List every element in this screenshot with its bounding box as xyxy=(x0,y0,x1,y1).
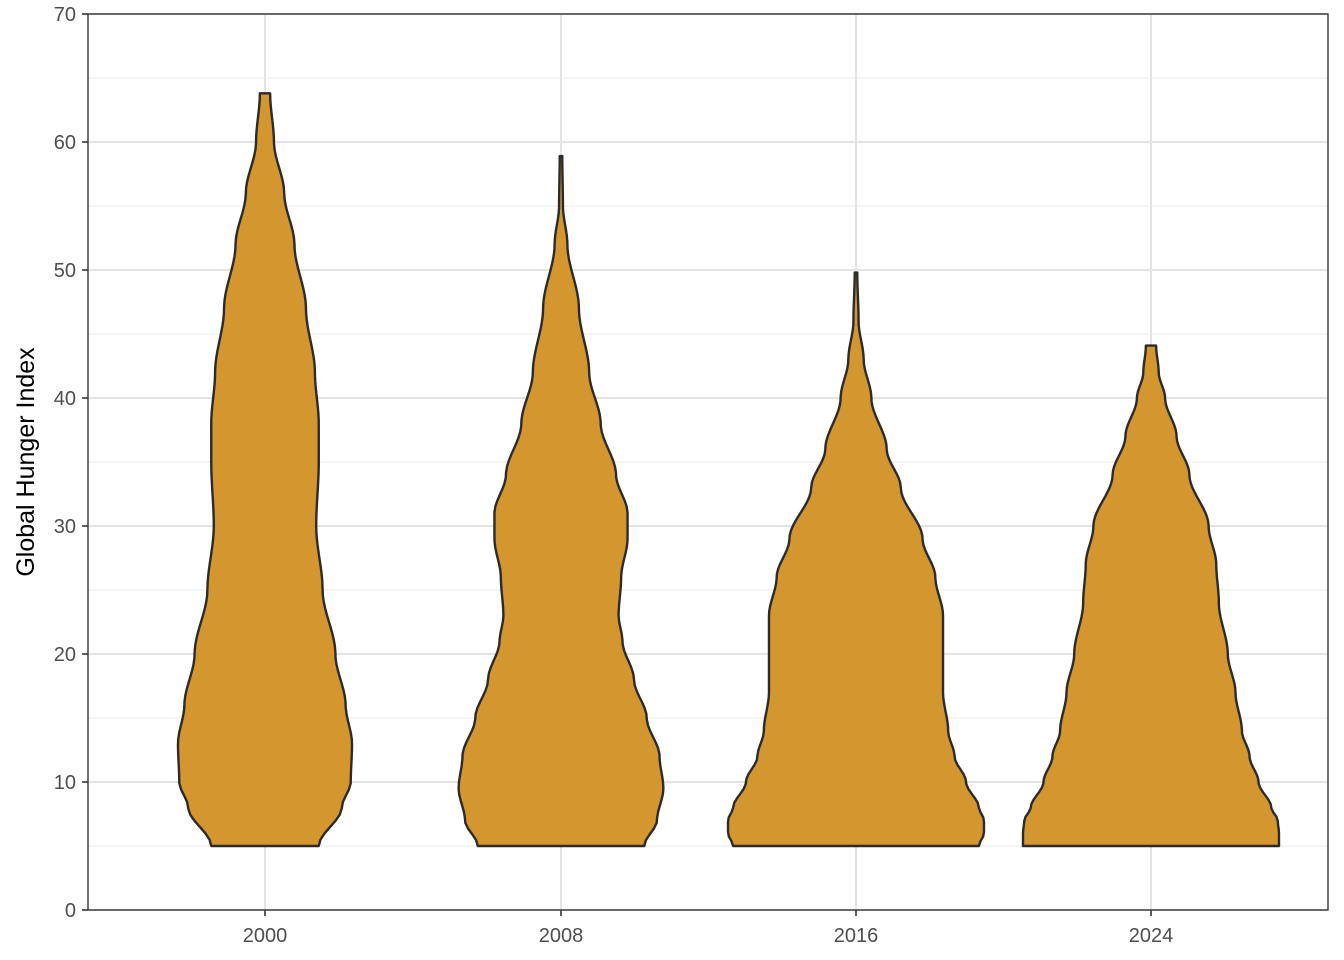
violins xyxy=(176,92,1281,848)
y-tick-label: 0 xyxy=(65,900,76,922)
y-tick-label: 60 xyxy=(54,132,76,154)
y-tick-label: 30 xyxy=(54,516,76,538)
x-tick-label: 2000 xyxy=(243,925,288,947)
x-tick-label: 2024 xyxy=(1129,925,1174,947)
violin-2024 xyxy=(1021,344,1281,848)
x-axis: 2000 2008 2016 2024 xyxy=(243,910,1174,947)
y-tick-label: 70 xyxy=(54,4,76,26)
y-tick-label: 20 xyxy=(54,644,76,666)
y-axis: 0 10 20 30 40 50 60 70 xyxy=(54,4,88,922)
violin-2016 xyxy=(726,271,986,848)
y-tick-label: 50 xyxy=(54,260,76,282)
y-tick-label: 40 xyxy=(54,388,76,410)
x-tick-label: 2008 xyxy=(539,925,584,947)
x-tick-label: 2016 xyxy=(834,925,879,947)
panel-border xyxy=(87,13,1329,911)
violin-2008 xyxy=(457,154,665,848)
y-tick-label: 10 xyxy=(54,772,76,794)
violin-2000 xyxy=(176,92,354,848)
y-axis-title: Global Hunger Index xyxy=(12,347,40,577)
